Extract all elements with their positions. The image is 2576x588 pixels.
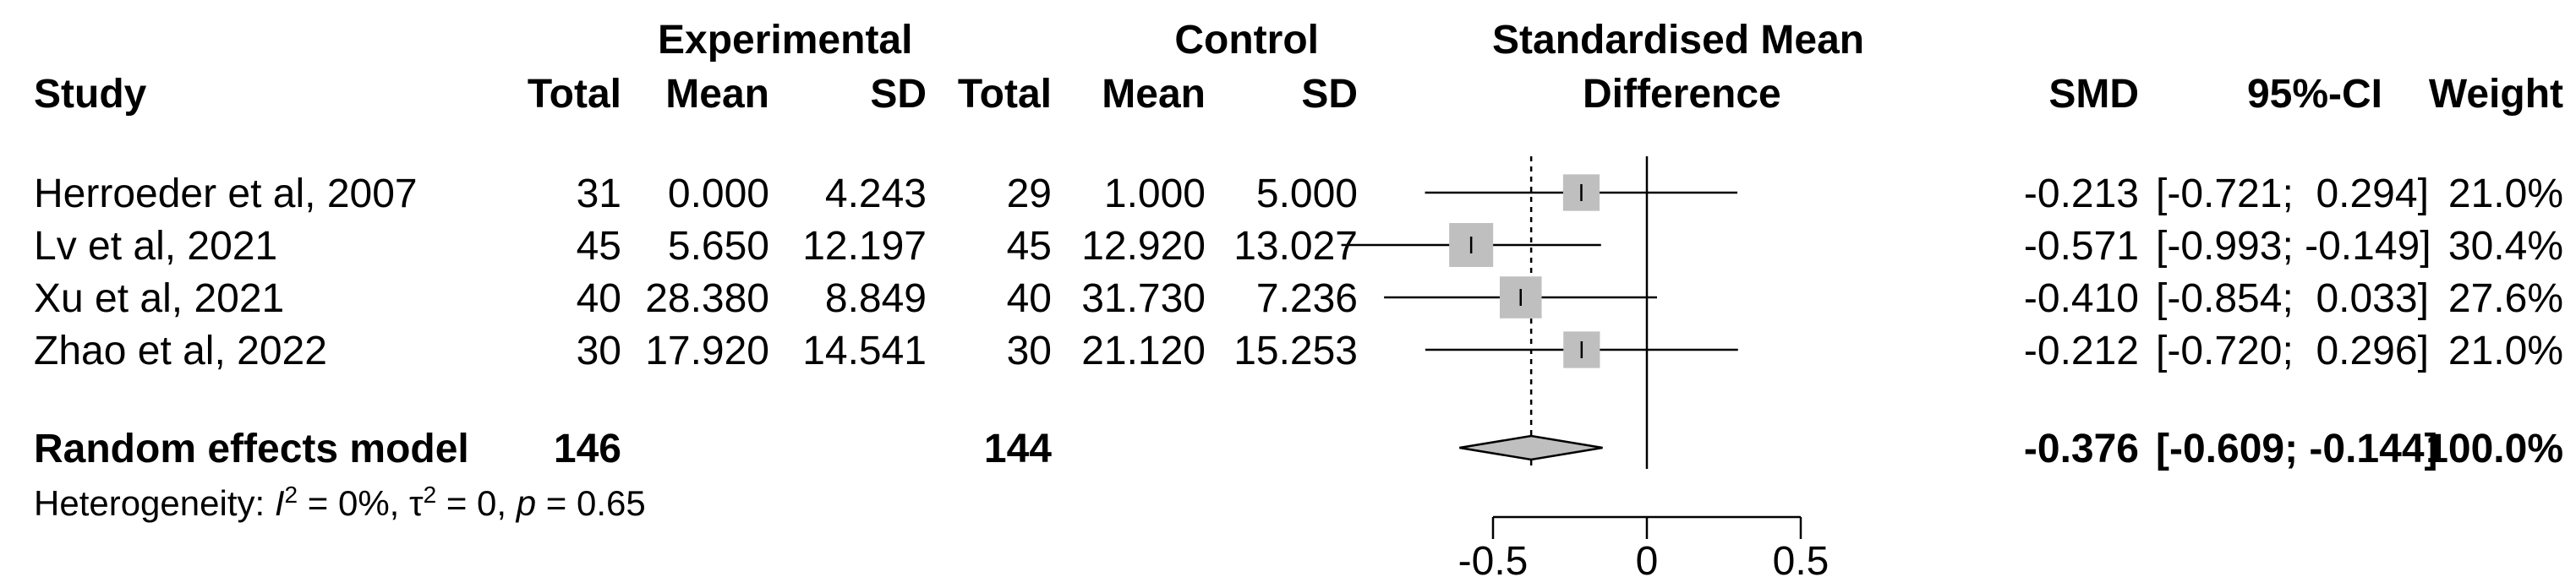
header-ctrl-total: Total <box>957 72 1052 117</box>
study-name: Xu et al, 2021 <box>34 276 285 321</box>
ctrl-total: 30 <box>1006 329 1052 373</box>
exp-total: 45 <box>576 224 621 269</box>
ctrl-sd: 15.253 <box>1233 329 1358 373</box>
ci-value: [-0.854; 0.033] <box>2156 276 2429 321</box>
tau2-superscript: 2 <box>423 482 437 508</box>
header-ci: 95%-CI <box>2246 72 2382 117</box>
smd-value: -0.212 <box>2023 329 2139 373</box>
header-smd: SMD <box>2048 72 2139 117</box>
ctrl-sd: 13.027 <box>1233 224 1358 269</box>
pooled-ctrl-total: 144 <box>983 427 1052 471</box>
header-control: Control <box>1174 18 1319 63</box>
smd-value: -0.571 <box>2023 224 2139 269</box>
ctrl-mean: 31.730 <box>1081 276 1206 321</box>
ctrl-mean: 21.120 <box>1081 329 1206 373</box>
smd-value: -0.213 <box>2023 172 2139 216</box>
ctrl-total: 40 <box>1006 276 1052 321</box>
exp-total: 31 <box>576 172 621 216</box>
p-value: = 0.65 <box>536 483 646 523</box>
header-study: Study <box>34 72 147 117</box>
ci-value: [-0.721; 0.294] <box>2156 172 2429 216</box>
pooled-weight: 100.0% <box>2426 427 2563 471</box>
header-exp-mean: Mean <box>665 72 769 117</box>
header-ctrl-mean: Mean <box>1102 72 1206 117</box>
header-exp-total: Total <box>527 72 621 117</box>
study-name: Zhao et al, 2022 <box>34 329 327 373</box>
tau2-symbol: τ <box>409 483 424 523</box>
tau2-value: = 0, <box>436 483 517 523</box>
ctrl-sd: 5.000 <box>1255 172 1358 216</box>
exp-total: 40 <box>576 276 621 321</box>
header-ctrl-sd: SD <box>1301 72 1358 117</box>
pooled-ci: [-0.609; -0.144] <box>2156 427 2438 471</box>
study-name: Lv et al, 2021 <box>34 224 278 269</box>
heterogeneity-prefix: Heterogeneity: <box>34 483 275 523</box>
pooled-diamond <box>1459 434 1603 461</box>
ctrl-total: 45 <box>1006 224 1052 269</box>
smd-value: -0.410 <box>2023 276 2139 321</box>
i2-symbol: I <box>274 483 285 523</box>
weight-value: 30.4% <box>2447 224 2563 269</box>
ci-value: [-0.720; 0.296] <box>2156 329 2429 373</box>
exp-mean: 5.650 <box>667 224 769 269</box>
header-exp-sd: SD <box>870 72 927 117</box>
weight-value: 21.0% <box>2447 172 2563 216</box>
weight-value: 27.6% <box>2447 276 2563 321</box>
exp-total: 30 <box>576 329 621 373</box>
exp-sd: 4.243 <box>824 172 927 216</box>
i2-value: = 0%, <box>298 483 409 523</box>
pooled-label: Random effects model <box>34 427 469 471</box>
study-name: Herroeder et al, 2007 <box>34 172 418 216</box>
exp-mean: 28.380 <box>645 276 769 321</box>
ctrl-total: 29 <box>1006 172 1052 216</box>
header-weight: Weight <box>2428 72 2563 117</box>
ctrl-mean: 1.000 <box>1103 172 1206 216</box>
x-tick-label: -0.5 <box>1458 539 1529 584</box>
p-symbol: p <box>516 483 537 523</box>
header-smd-line2: Difference <box>1583 72 1781 117</box>
pooled-smd: -0.376 <box>2023 427 2139 471</box>
exp-mean: 17.920 <box>645 329 769 373</box>
exp-sd: 8.849 <box>824 276 927 321</box>
x-tick-label: 0 <box>1636 539 1659 584</box>
i2-superscript: 2 <box>284 482 298 508</box>
x-tick-label: 0.5 <box>1773 539 1829 584</box>
exp-sd: 14.541 <box>802 329 927 373</box>
ctrl-mean: 12.920 <box>1081 224 1206 269</box>
pooled-exp-total: 146 <box>553 427 621 471</box>
weight-value: 21.0% <box>2447 329 2563 373</box>
exp-mean: 0.000 <box>667 172 769 216</box>
exp-sd: 12.197 <box>802 224 927 269</box>
header-experimental: Experimental <box>658 18 913 63</box>
ci-value: [-0.993; -0.149] <box>2156 224 2431 269</box>
ctrl-sd: 7.236 <box>1255 276 1358 321</box>
heterogeneity-text: Heterogeneity: I2 = 0%, τ2 = 0, p = 0.65 <box>34 483 646 521</box>
header-smd-line1: Standardised Mean <box>1492 18 1865 63</box>
